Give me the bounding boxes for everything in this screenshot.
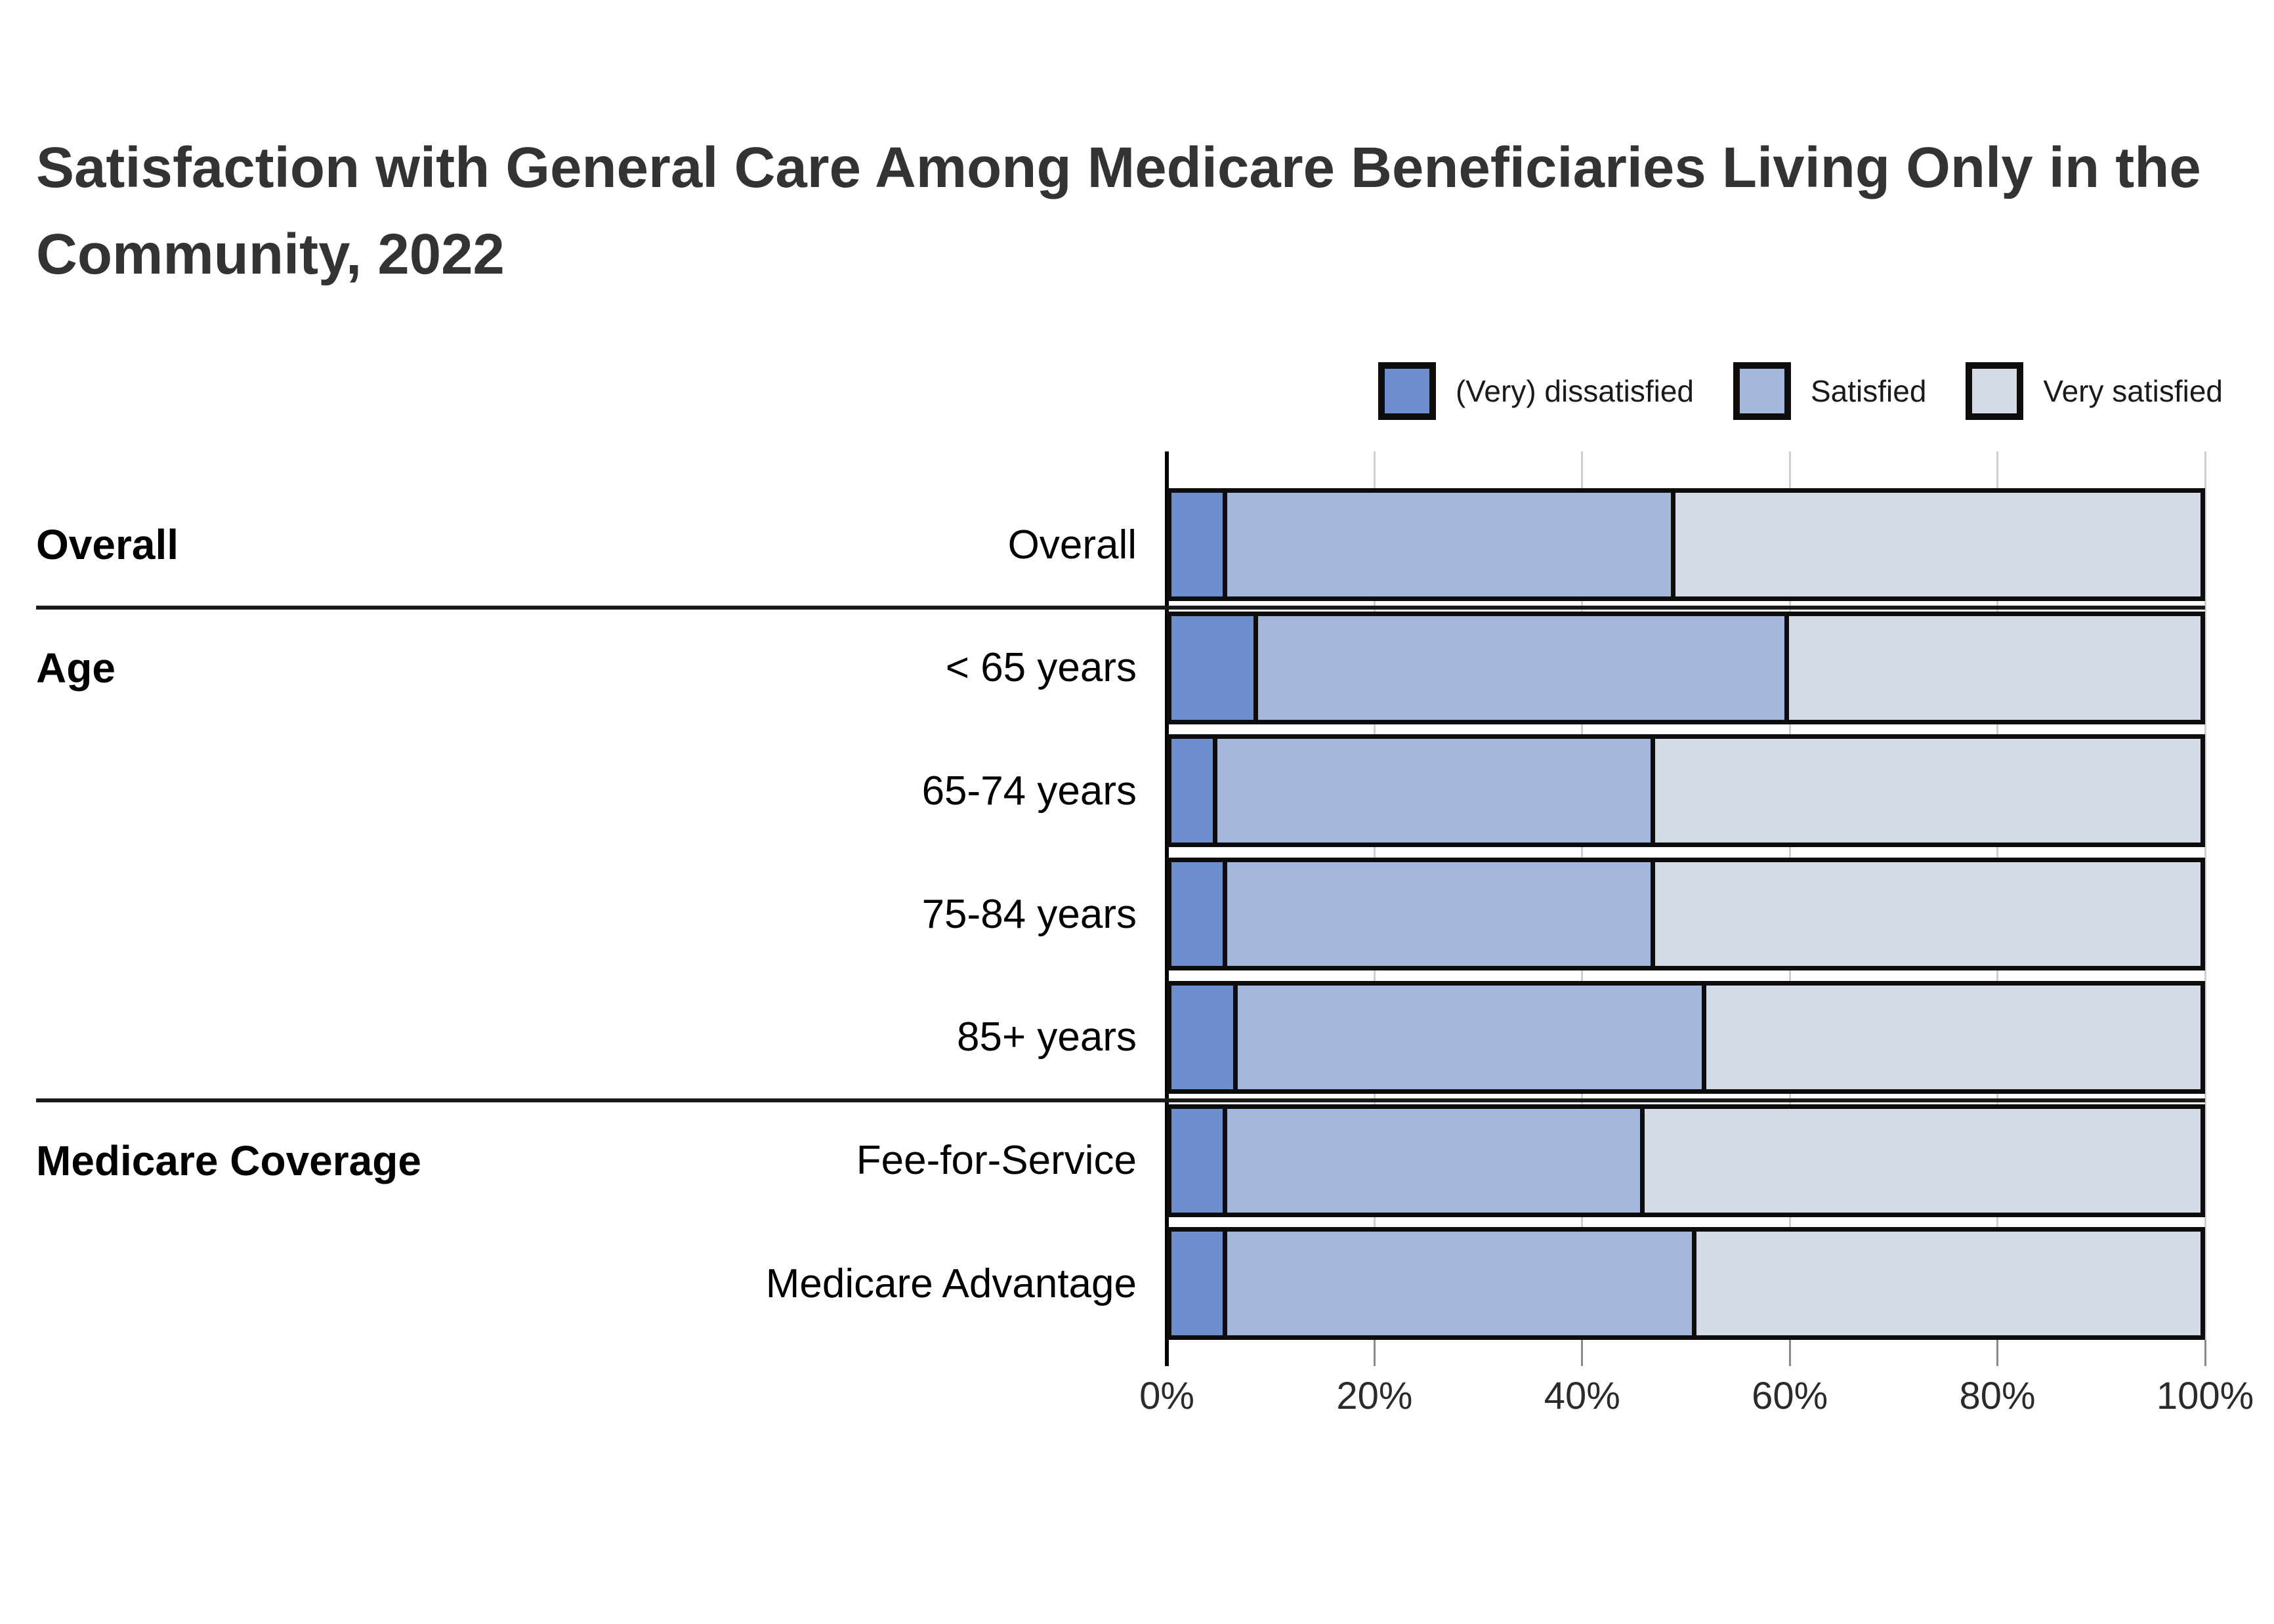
row-label: 85+ years [956, 1014, 1137, 1060]
legend-label: Very satisfied [2043, 374, 2223, 408]
bar-segment-satisfied [1233, 985, 1707, 1089]
bar-row-75-84-years [1167, 858, 2205, 971]
section-label-age: Age [36, 644, 116, 692]
legend-swatch-satisfied [1733, 362, 1791, 420]
bar-row-medicare-advantage [1167, 1227, 2205, 1341]
row-label: 75-84 years [921, 891, 1137, 937]
section-divider [36, 606, 2205, 610]
bar-row-65-74-years [1167, 734, 2205, 848]
legend-swatch--very-dissatisfied [1378, 362, 1436, 420]
legend-label: Satisfied [1810, 374, 1927, 408]
bar-segment--very-dissatisfied [1171, 1232, 1223, 1336]
axis-tick-label: 40% [1544, 1375, 1620, 1417]
axis-tick-label: 60% [1752, 1375, 1828, 1417]
axis-tick-40 [1581, 1340, 1584, 1366]
bar-segment--very-dissatisfied [1171, 493, 1223, 596]
chart-title: Satisfaction with General Care Among Med… [36, 136, 2201, 287]
bar-segment-very-satisfied [1706, 985, 2200, 1089]
bar-segment-very-satisfied [1654, 862, 2200, 967]
axis-tick-80 [1996, 1340, 1999, 1366]
bar-row-85+-years [1167, 980, 2205, 1094]
section-label-medicare-coverage: Medicare Coverage [36, 1136, 421, 1184]
row-label: Fee-for-Service [856, 1138, 1137, 1183]
row-label: Medicare Advantage [765, 1260, 1137, 1306]
bar-row-<-65-years [1167, 611, 2205, 724]
bar-segment-very-satisfied [1696, 1232, 2200, 1336]
legend-label: (Very) dissatisfied [1455, 374, 1694, 408]
bar-row-fee-for-service [1167, 1104, 2205, 1217]
axis-tick-label: 100% [2156, 1375, 2254, 1417]
axis-tick-label: 80% [1959, 1375, 2036, 1417]
bar-segment-very-satisfied [1645, 1108, 2200, 1213]
row-label: 65-74 years [921, 768, 1137, 814]
legend-item: (Very) dissatisfied [1378, 362, 1694, 420]
bar-segment-satisfied [1223, 862, 1655, 967]
row-label: < 65 years [945, 645, 1137, 691]
legend: (Very) dissatisfied Satisfied Very satisfi… [1378, 362, 2223, 420]
gridline-100 [2204, 451, 2206, 1340]
section-divider [36, 1098, 2205, 1102]
bar-segment--very-dissatisfied [1171, 739, 1213, 843]
bar-segment-satisfied [1223, 493, 1676, 596]
legend-item: Satisfied [1733, 362, 1926, 420]
bar-segment-satisfied [1212, 739, 1655, 843]
bar-segment-very-satisfied [1654, 739, 2200, 843]
legend-item: Very satisfied [1966, 362, 2223, 420]
axis-tick-100 [2204, 1340, 2206, 1366]
bar-segment-satisfied [1223, 1232, 1696, 1336]
bar-segment--very-dissatisfied [1171, 615, 1254, 720]
bar-segment-satisfied [1223, 1108, 1645, 1213]
section-label-overall: Overall [36, 521, 179, 568]
bar-segment-very-satisfied [1788, 615, 2200, 720]
bar-segment--very-dissatisfied [1171, 1108, 1223, 1213]
axis-tick-0 [1165, 1340, 1169, 1366]
row-label: Overall [1007, 522, 1137, 568]
bar-segment-very-satisfied [1675, 493, 2200, 596]
bar-segment--very-dissatisfied [1171, 985, 1234, 1089]
axis-tick-20 [1373, 1340, 1376, 1366]
axis-tick-60 [1788, 1340, 1791, 1366]
axis-tick-label: 20% [1336, 1375, 1413, 1417]
bar-segment-satisfied [1253, 615, 1789, 720]
bar-row-overall [1167, 488, 2205, 601]
axis-tick-label: 0% [1139, 1375, 1194, 1417]
legend-swatch-very-satisfied [1966, 362, 2024, 420]
bar-segment--very-dissatisfied [1171, 862, 1223, 967]
